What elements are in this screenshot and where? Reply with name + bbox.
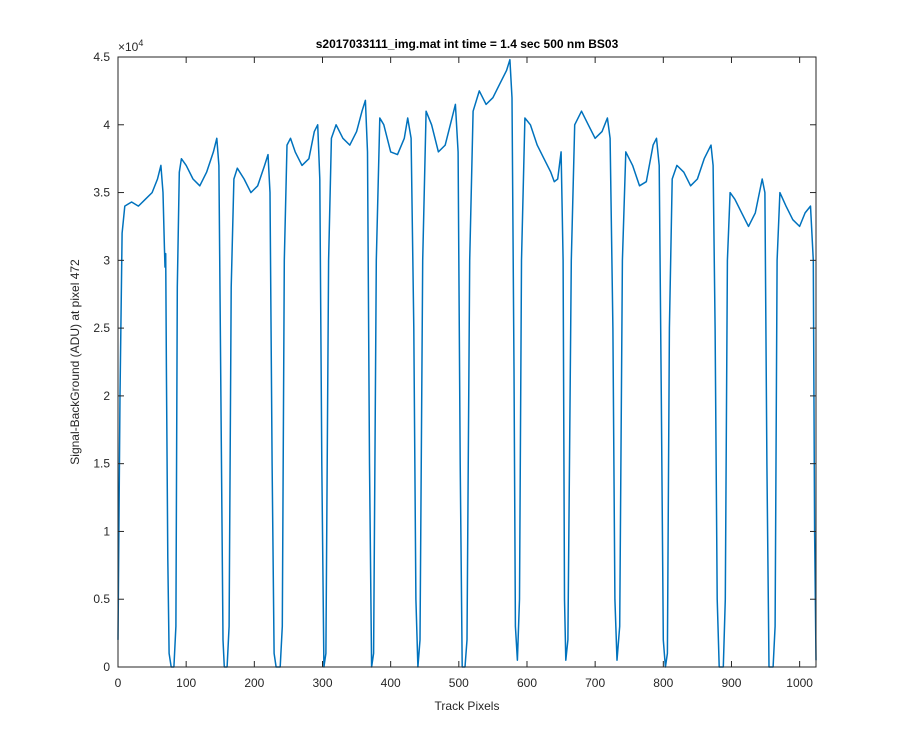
x-tick-label: 500 bbox=[449, 676, 469, 690]
x-tick-label: 1000 bbox=[786, 676, 813, 690]
y-exponent-base: ×10 bbox=[118, 40, 139, 54]
y-tick-label: 2.5 bbox=[93, 321, 110, 335]
y-ticks: 0 0.5 1 1.5 2 2.5 3 3.5 4 4.5 bbox=[93, 50, 816, 674]
series-layer bbox=[117, 58, 817, 668]
x-tick-label: 100 bbox=[176, 676, 196, 690]
y-tick-label: 4 bbox=[103, 118, 110, 132]
y-exponent-label: ×104 bbox=[118, 38, 143, 54]
chart-title: s2017033111_img.mat int time = 1.4 sec 5… bbox=[316, 37, 619, 51]
y-tick-label: 0 bbox=[103, 660, 110, 674]
x-ticks: 0 100 200 300 400 500 600 700 800 900 1000 bbox=[115, 57, 813, 690]
x-tick-label: 800 bbox=[653, 676, 673, 690]
x-axis-label: Track Pixels bbox=[435, 699, 500, 713]
x-tick-label: 200 bbox=[244, 676, 264, 690]
y-exponent-power: 4 bbox=[138, 38, 143, 48]
y-tick-label: 4.5 bbox=[93, 50, 110, 64]
y-tick-label: 3 bbox=[103, 253, 110, 267]
x-tick-label: 400 bbox=[381, 676, 401, 690]
y-tick-label: 1.5 bbox=[93, 457, 110, 471]
y-tick-label: 1 bbox=[103, 524, 110, 538]
x-tick-label: 700 bbox=[585, 676, 605, 690]
series-line-0 bbox=[117, 58, 817, 668]
axes-box bbox=[117, 56, 817, 668]
x-tick-label: 900 bbox=[721, 676, 741, 690]
x-tick-label: 0 bbox=[115, 676, 122, 690]
x-tick-label: 300 bbox=[312, 676, 332, 690]
y-tick-label: 0.5 bbox=[93, 592, 110, 606]
y-tick-label: 3.5 bbox=[93, 186, 110, 200]
y-axis-label: Signal-BackGround (ADU) at pixel 472 bbox=[68, 259, 82, 465]
x-tick-label: 600 bbox=[517, 676, 537, 690]
y-tick-label: 2 bbox=[103, 389, 110, 403]
